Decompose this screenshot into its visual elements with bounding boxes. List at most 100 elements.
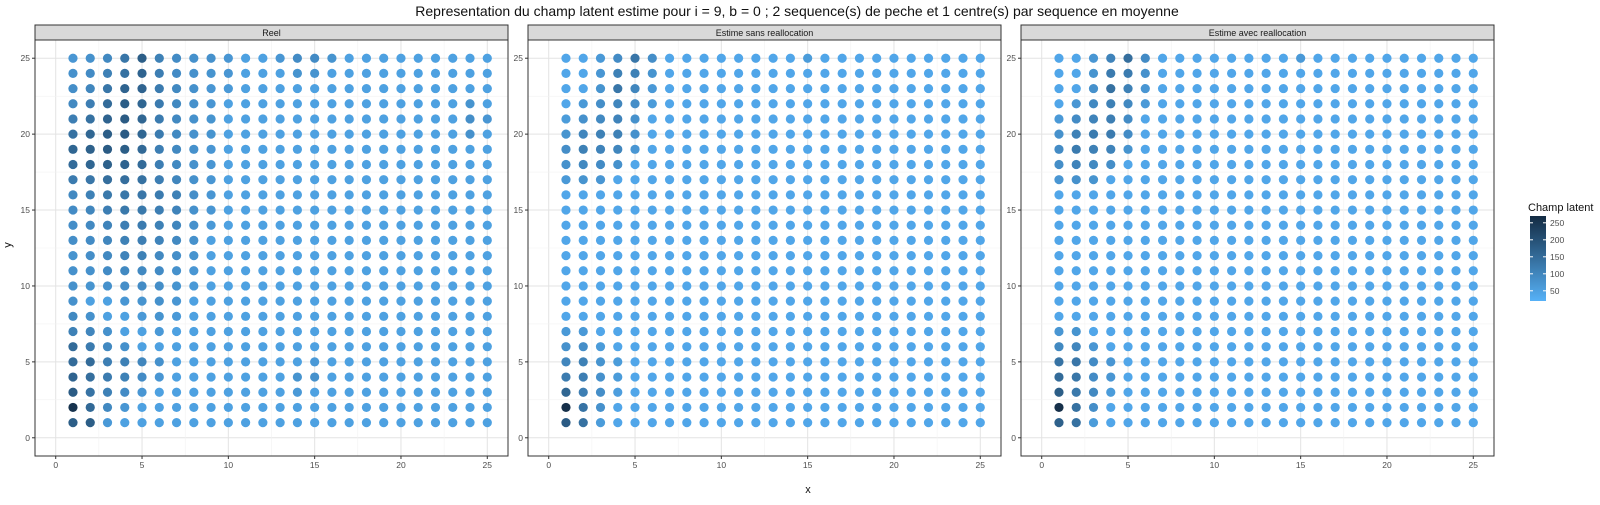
- data-point: [275, 190, 285, 200]
- data-point: [1330, 296, 1340, 306]
- data-point: [482, 326, 492, 337]
- panel-border: [527, 39, 1002, 457]
- data-point: [647, 296, 657, 306]
- data-point: [734, 53, 744, 63]
- data-point: [837, 250, 847, 261]
- x-tick-label: 5: [140, 460, 145, 470]
- data-point: [448, 402, 458, 413]
- legend-colorbar: [1530, 216, 1546, 301]
- data-point: [327, 159, 337, 170]
- data-point: [344, 83, 354, 94]
- y-axis-label: y: [2, 242, 14, 248]
- data-point: [1123, 68, 1133, 79]
- data-point: [1434, 250, 1444, 261]
- data-point: [1451, 342, 1461, 352]
- data-point: [768, 114, 778, 124]
- data-point: [872, 357, 882, 367]
- data-point: [482, 402, 492, 413]
- data-point: [241, 53, 251, 63]
- data-point: [310, 68, 320, 79]
- x-tick-label: 0: [53, 460, 58, 470]
- data-point: [578, 114, 588, 124]
- data-point: [482, 114, 492, 124]
- data-point: [223, 387, 233, 397]
- data-point: [292, 83, 302, 94]
- data-point: [1382, 281, 1392, 291]
- data-point: [630, 357, 640, 367]
- data-point: [223, 266, 233, 276]
- data-point: [275, 159, 285, 170]
- data-point: [664, 296, 675, 306]
- data-point: [1192, 129, 1202, 139]
- data-point: [154, 296, 164, 306]
- data-point: [958, 235, 968, 246]
- data-point: [1227, 281, 1237, 291]
- data-point: [647, 99, 657, 109]
- legend-tick-label: 50: [1550, 286, 1560, 296]
- data-point: [68, 311, 78, 321]
- data-point: [682, 266, 692, 276]
- data-point: [465, 372, 475, 382]
- data-point: [102, 357, 113, 367]
- data-point: [1157, 266, 1168, 276]
- data-point: [241, 342, 251, 352]
- data-point: [1468, 402, 1478, 413]
- data-point: [1261, 144, 1271, 154]
- data-point: [1313, 144, 1323, 154]
- data-point: [1399, 205, 1409, 215]
- data-point: [768, 205, 778, 215]
- data-point: [1434, 144, 1444, 154]
- data-point: [1106, 417, 1116, 428]
- data-point: [1054, 372, 1064, 382]
- data-point: [206, 266, 216, 276]
- data-point: [647, 175, 657, 185]
- data-point: [1157, 175, 1168, 185]
- data-point: [1451, 114, 1461, 124]
- data-point: [465, 296, 475, 306]
- data-point: [1175, 205, 1185, 215]
- data-point: [1468, 296, 1478, 306]
- data-point: [1227, 235, 1237, 246]
- data-point: [1434, 129, 1444, 139]
- data-point: [102, 129, 113, 139]
- data-point: [1244, 114, 1254, 124]
- data-point: [1054, 175, 1064, 185]
- data-point: [482, 372, 492, 382]
- data-point: [1209, 326, 1219, 337]
- data-point: [958, 53, 968, 63]
- data-point: [154, 417, 164, 428]
- data-point: [699, 83, 709, 94]
- data-point: [751, 68, 761, 79]
- data-point: [1451, 372, 1461, 382]
- data-point: [872, 372, 882, 382]
- data-point: [923, 83, 934, 94]
- data-point: [379, 266, 389, 276]
- data-point: [1244, 235, 1254, 246]
- data-point: [292, 387, 302, 397]
- data-point: [1227, 205, 1237, 215]
- data-point: [1054, 144, 1064, 154]
- data-point: [1123, 129, 1133, 139]
- data-point: [1244, 190, 1254, 200]
- data-point: [465, 99, 475, 109]
- data-point: [1192, 205, 1202, 215]
- data-point: [1330, 205, 1340, 215]
- data-point: [206, 205, 216, 215]
- data-point: [258, 175, 268, 185]
- data-point: [1468, 114, 1478, 124]
- data-point: [120, 250, 130, 261]
- data-point: [820, 235, 830, 246]
- data-point: [344, 144, 354, 154]
- data-point: [1382, 402, 1392, 413]
- data-point: [664, 175, 675, 185]
- data-point: [1123, 296, 1133, 306]
- data-point: [1434, 53, 1444, 63]
- data-point: [854, 266, 865, 276]
- data-point: [223, 205, 233, 215]
- data-point: [889, 220, 899, 230]
- data-point: [734, 311, 744, 321]
- data-point: [561, 357, 571, 367]
- facet-strip-label: Reel: [262, 28, 281, 38]
- data-point: [785, 190, 795, 200]
